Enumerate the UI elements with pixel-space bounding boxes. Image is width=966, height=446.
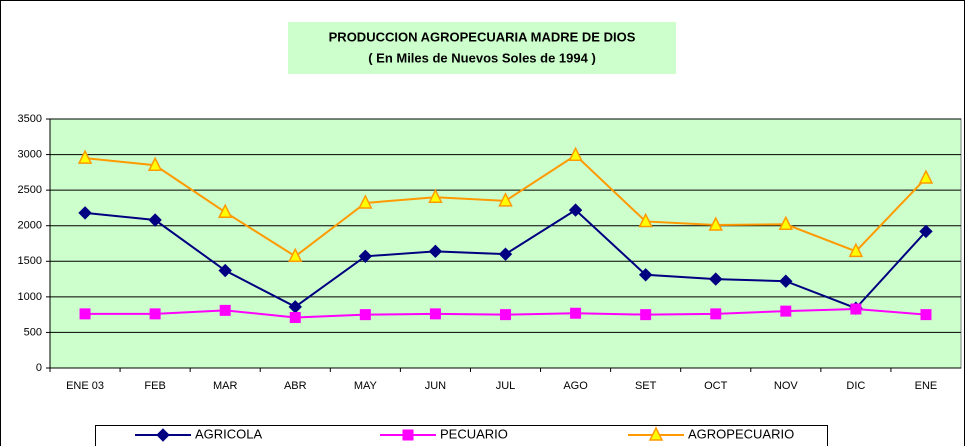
x-tick-label: SET — [635, 380, 657, 392]
data-point — [429, 308, 441, 320]
data-point — [779, 274, 793, 288]
data-point — [78, 206, 92, 220]
data-point — [498, 247, 513, 261]
legend-box — [95, 425, 828, 446]
data-point — [778, 215, 794, 231]
data-point — [218, 263, 232, 278]
x-tick-label: MAY — [354, 380, 378, 392]
data-point — [77, 149, 93, 164]
data-point — [850, 303, 862, 315]
x-tick-label: JUL — [496, 380, 516, 392]
data-point — [149, 308, 161, 320]
legend-marker — [648, 426, 664, 441]
data-point — [79, 308, 91, 320]
data-point — [780, 305, 792, 317]
x-tick-label: ENE 03 — [66, 380, 104, 392]
data-point — [709, 272, 723, 286]
legend-label: AGRICOLA — [195, 426, 263, 441]
chart-subtitle: ( En Miles de Nuevos Soles de 1994 ) — [368, 50, 596, 65]
data-point — [428, 244, 443, 259]
data-point — [498, 192, 513, 207]
chart-title: PRODUCCION AGROPECUARIA MADRE DE DIOS — [329, 29, 636, 44]
x-tick-label: ENE — [915, 380, 938, 392]
data-point — [219, 304, 231, 316]
data-point — [920, 309, 932, 321]
x-tick-label: MAR — [213, 380, 238, 392]
x-tick-label: JUN — [425, 380, 446, 392]
y-tick-label: 2000 — [18, 220, 42, 232]
legend-label: AGROPECUARIO — [688, 426, 794, 441]
data-point — [358, 249, 373, 264]
legend-marker — [402, 429, 414, 441]
y-tick-label: 3000 — [18, 148, 42, 160]
y-tick-label: 1000 — [18, 291, 42, 303]
data-point — [358, 194, 373, 209]
x-tick-label: ABR — [284, 380, 307, 392]
y-tick-label: 3500 — [18, 113, 42, 125]
legend-label: PECUARIO — [440, 426, 508, 441]
x-tick-label: FEB — [144, 380, 165, 392]
data-point — [710, 308, 722, 320]
data-point — [500, 309, 511, 321]
data-point — [568, 203, 583, 217]
title-box — [288, 22, 676, 74]
x-tick-label: NOV — [774, 380, 799, 392]
y-tick-label: 1500 — [18, 255, 42, 267]
plot-area — [49, 118, 962, 369]
data-point — [148, 213, 162, 227]
data-point — [147, 156, 163, 171]
data-point — [919, 224, 933, 239]
y-tick-label: 500 — [24, 326, 42, 338]
data-point — [640, 309, 652, 321]
data-point — [638, 268, 653, 282]
data-point — [638, 212, 653, 228]
data-point — [918, 169, 934, 184]
x-tick-label: AGO — [563, 380, 588, 392]
legend-marker — [156, 428, 170, 442]
y-tick-label: 2500 — [18, 184, 42, 196]
data-point — [568, 146, 583, 162]
data-point — [708, 216, 723, 231]
data-point — [428, 188, 443, 204]
data-point — [848, 242, 864, 258]
x-tick-label: OCT — [704, 380, 728, 392]
data-point — [288, 247, 303, 263]
y-tick-label: 0 — [36, 362, 42, 374]
data-point — [217, 203, 233, 218]
x-tick-label: DIC — [846, 380, 865, 392]
data-point — [570, 307, 582, 319]
data-point — [359, 309, 371, 321]
data-point — [289, 311, 301, 323]
